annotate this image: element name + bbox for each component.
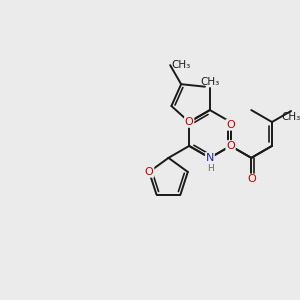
Text: N: N — [206, 153, 214, 163]
Text: H: H — [207, 164, 214, 173]
Text: O: O — [226, 141, 235, 151]
Text: O: O — [226, 120, 235, 130]
Text: CH₃: CH₃ — [200, 77, 220, 87]
Text: CH₃: CH₃ — [172, 60, 191, 70]
Text: O: O — [247, 174, 256, 184]
Text: O: O — [185, 117, 194, 127]
Text: O: O — [145, 167, 154, 177]
Text: CH₃: CH₃ — [281, 112, 300, 122]
